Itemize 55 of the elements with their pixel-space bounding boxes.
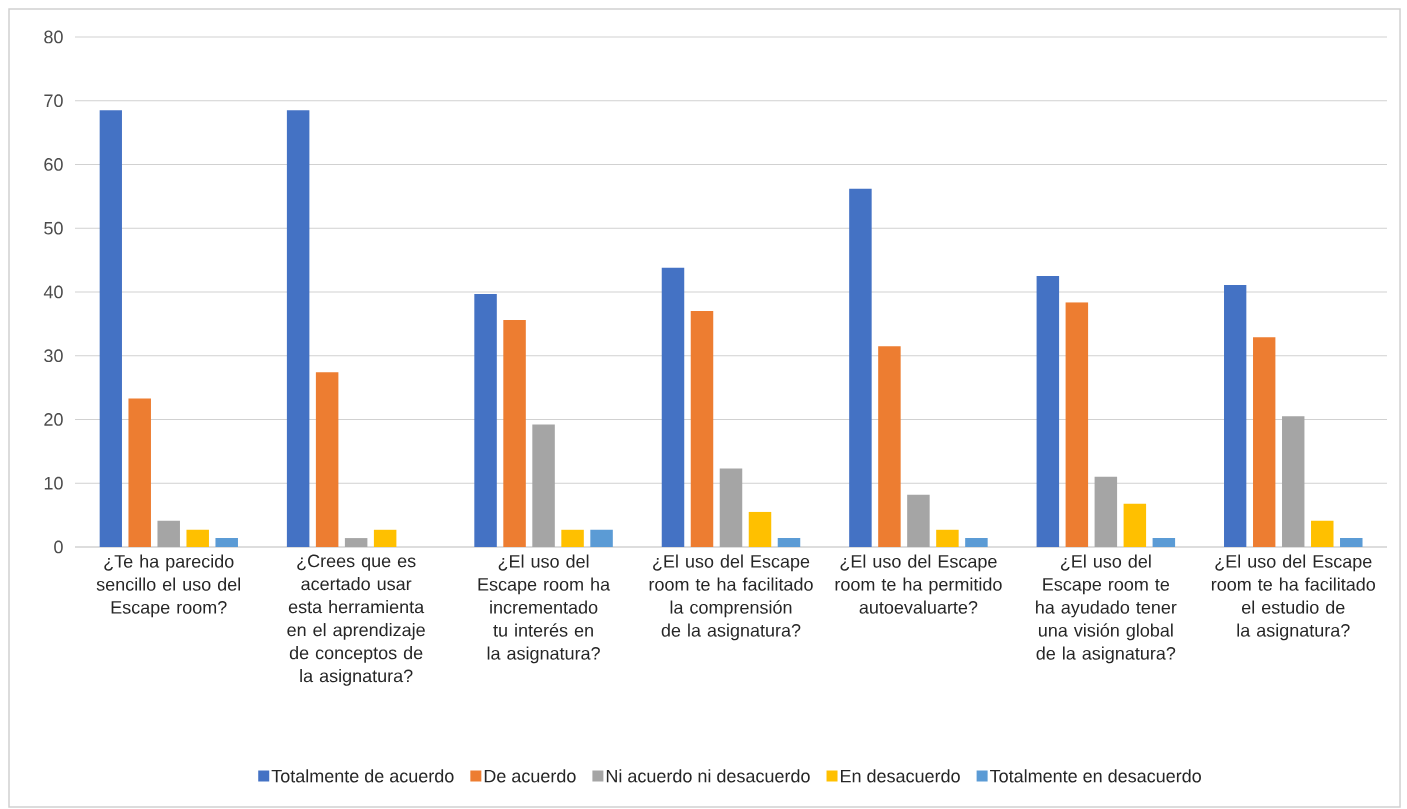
y-tick-label: 20 bbox=[44, 413, 63, 426]
bar bbox=[1340, 538, 1363, 547]
bar bbox=[315, 372, 339, 547]
bar bbox=[561, 529, 584, 547]
bar bbox=[1282, 416, 1305, 547]
y-tick-label: 40 bbox=[43, 285, 63, 299]
bar bbox=[1065, 302, 1089, 547]
bar bbox=[186, 529, 209, 547]
y-tick-label: 60 bbox=[44, 158, 63, 171]
y-tick-label: 0 bbox=[54, 540, 63, 554]
y-tick-label: 10 bbox=[44, 476, 63, 490]
bar bbox=[590, 529, 613, 547]
x-tick-label: ¿El uso del Escape room te ha ayudado tener una visión global de la asignatura? bbox=[1036, 554, 1177, 664]
bar bbox=[849, 188, 872, 547]
bar bbox=[99, 110, 122, 547]
bar bbox=[1253, 337, 1276, 547]
bar bbox=[1036, 276, 1060, 547]
x-tick-label: ¿El uso del Escape room te ha permitido autoevaluarte? bbox=[835, 554, 1002, 614]
x-tick-label: ¿Crees que es acertado usar esta herramienta en el aprendizaje de conceptos de la asignatura? bbox=[287, 554, 425, 686]
y-tick-label: 70 bbox=[44, 94, 63, 108]
bar bbox=[373, 529, 397, 547]
bar bbox=[1311, 520, 1334, 547]
bar bbox=[128, 398, 151, 547]
legend-label: Ni acuerdo ni desacuerdo bbox=[606, 769, 810, 783]
x-tick-label: ¿Te ha parecido sencillo el uso del Escape room? bbox=[96, 554, 240, 618]
bar bbox=[1094, 476, 1118, 547]
bar bbox=[215, 538, 238, 547]
legend-label: En desacuerdo bbox=[841, 769, 960, 783]
bar bbox=[748, 511, 772, 547]
x-tick-label: ¿El uso del Escape room te ha facilitado el estudio de la asignatura? bbox=[1211, 554, 1376, 641]
legend-label: De acuerdo bbox=[484, 769, 576, 783]
bar bbox=[503, 320, 526, 547]
y-tick-label: 50 bbox=[44, 221, 63, 235]
x-tick-label: ¿El uso del Escape room ha incrementado tu interés en la asignatura? bbox=[478, 554, 611, 664]
bar bbox=[1123, 503, 1147, 547]
legend-label: Totalmente de acuerdo bbox=[271, 769, 454, 783]
bar bbox=[157, 520, 180, 547]
bar bbox=[474, 293, 497, 547]
legend-label: Totalmente en desacuerdo bbox=[990, 769, 1201, 783]
bar bbox=[1152, 538, 1176, 547]
bar bbox=[286, 110, 310, 547]
bar bbox=[1224, 284, 1247, 547]
x-tick-label: ¿El uso del Escape room te ha facilitado la comprensión de la asignatura? bbox=[649, 554, 813, 641]
bar bbox=[661, 267, 685, 547]
bar bbox=[719, 468, 743, 547]
bar bbox=[965, 538, 988, 547]
bar bbox=[690, 311, 714, 547]
y-tick-label: 30 bbox=[44, 349, 63, 363]
y-tick-label: 80 bbox=[44, 30, 63, 44]
bar bbox=[777, 538, 801, 547]
bar bbox=[907, 494, 930, 547]
bar bbox=[936, 529, 959, 547]
bar bbox=[532, 424, 555, 547]
bar bbox=[878, 346, 901, 547]
bar bbox=[344, 538, 368, 547]
